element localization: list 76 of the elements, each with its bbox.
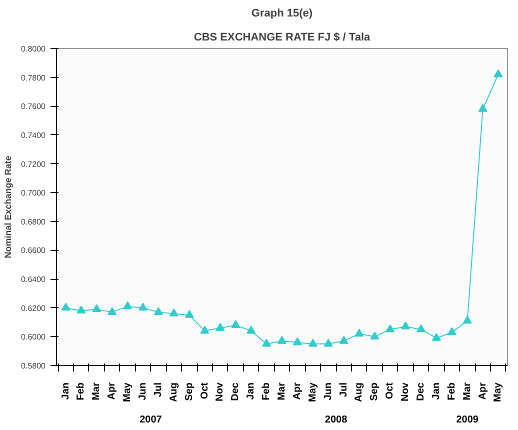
point [246,326,256,334]
category-label: Jun [322,382,334,400]
point [401,321,410,330]
point [354,328,364,337]
point [61,302,70,311]
category-label: May [492,382,504,402]
category-label: Dec [416,382,427,401]
category-label: Apr [292,382,303,400]
y-tick-label: 0.7400 [21,130,46,140]
category-label: 2008 [324,414,348,426]
category-label: Jan [246,382,257,400]
point [216,322,225,331]
y-tick-label: 0.6800 [21,217,46,226]
point [308,338,318,347]
y-tick-label: 0.6000 [21,332,46,342]
y-tick-label: 0.8000 [21,44,46,54]
point [416,324,426,332]
category-label: Jul [152,382,164,397]
category-label: Nov [400,382,412,402]
category-label: Mar [462,382,473,400]
point [169,308,178,316]
point [292,337,302,346]
point [462,316,472,324]
category-label: Dec [230,382,242,401]
point [447,327,456,336]
point [478,104,488,112]
point [370,332,380,340]
point [278,336,286,344]
category-label: Nov [214,382,226,402]
point [432,333,441,341]
category-label: 2009 [456,414,478,426]
category-label: Feb [261,382,272,400]
point [92,304,102,312]
category-label: Jul [338,382,350,397]
point [386,324,395,332]
y-axis-title: Nominal Exchange Rate [3,156,14,258]
category-label: Jan [430,382,442,400]
category-label: May [122,382,134,402]
point [76,306,86,314]
point [200,326,210,334]
point [184,310,194,318]
category-label: Sep [369,382,380,401]
point [108,307,117,315]
y-tick-label: 0.7200 [21,160,46,169]
category-label: Aug [354,382,365,402]
y-tick-label: 0.5800 [21,362,46,370]
y-tick-label: 0.6600 [21,246,46,256]
category-label: Apr [106,382,118,400]
category-label: Oct [384,382,396,400]
category-label: Mar [276,382,288,400]
category-label: Oct [199,382,210,400]
category-label: Jun [137,382,148,400]
y-tick-label: 0.7000 [21,188,46,198]
point [123,301,132,310]
point [138,302,148,311]
point [494,69,503,78]
point [339,336,348,344]
point [324,338,333,347]
category-label: Aug [168,382,180,402]
category-label: Jan [60,382,72,400]
category-label: Feb [76,382,87,400]
category-label: Sep [184,382,195,401]
y-tick-label: 0.7800 [21,73,46,82]
category-label: Feb [446,382,458,400]
y-tick-label: 0.7600 [21,102,46,112]
point [262,338,272,347]
category-label: Mar [91,382,102,400]
point [231,320,240,328]
category-label: May [307,382,318,402]
y-tick-label: 0.6200 [21,304,46,313]
category-label: Apr [477,382,488,400]
chart-title: Graph 15(e) [251,8,313,20]
category-label: 2007 [140,414,162,426]
chart-subtitle: CBS EXCHANGE RATE FJ $ / Tala [194,32,371,44]
point [154,307,163,315]
y-tick-label: 0.6400 [21,275,46,284]
